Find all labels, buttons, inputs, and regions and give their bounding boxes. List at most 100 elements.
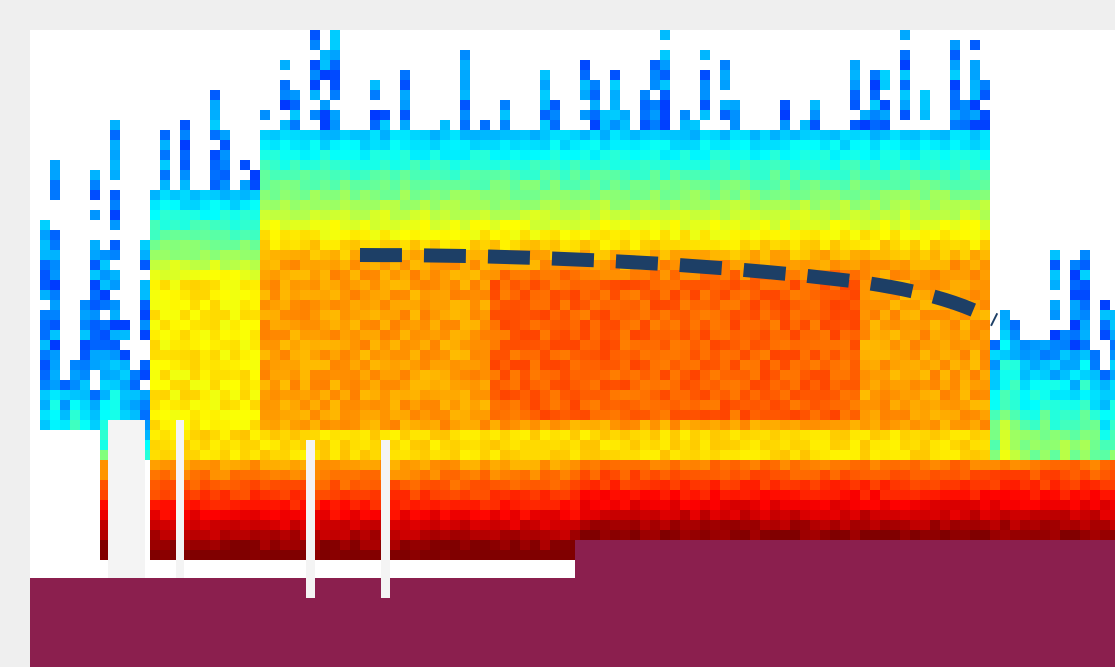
cell (240, 340, 250, 350)
cell (210, 550, 220, 560)
cell (610, 350, 620, 360)
cell (410, 250, 420, 260)
cell (480, 210, 490, 220)
cell (670, 460, 680, 470)
cell (210, 410, 220, 420)
cell (280, 410, 290, 420)
cell (450, 130, 460, 140)
cell (960, 260, 970, 270)
cell (970, 430, 980, 440)
cell (800, 460, 810, 470)
cell (1040, 480, 1050, 490)
cell (270, 520, 280, 530)
cell (260, 290, 270, 300)
cell (420, 370, 430, 380)
cell (750, 420, 760, 430)
cell (850, 530, 860, 540)
cell (460, 140, 470, 150)
cell (70, 370, 80, 380)
cell (920, 530, 930, 540)
cell (880, 450, 890, 460)
cell (190, 280, 200, 290)
cell (530, 460, 540, 470)
cell (900, 460, 910, 470)
cell (980, 340, 990, 350)
cell (560, 530, 570, 540)
cell (520, 450, 530, 460)
cell (370, 360, 380, 370)
cell (410, 550, 420, 560)
cell (720, 370, 730, 380)
cell (540, 290, 550, 300)
cell (470, 270, 480, 280)
cell (760, 170, 770, 180)
cell (390, 320, 400, 330)
cell (980, 400, 990, 410)
cell (600, 260, 610, 270)
cell (100, 350, 110, 360)
cell (610, 220, 620, 230)
cell (640, 490, 650, 500)
cell (640, 530, 650, 540)
cell (810, 510, 820, 520)
cell (320, 430, 330, 440)
cell (980, 370, 990, 380)
cell (480, 520, 490, 530)
cell (710, 460, 720, 470)
cell (410, 540, 420, 550)
cell (980, 520, 990, 530)
cell (870, 190, 880, 200)
cell (580, 360, 590, 370)
cell (730, 330, 740, 340)
cell (440, 540, 450, 550)
cell (330, 450, 340, 460)
cell (540, 320, 550, 330)
cell (850, 90, 860, 100)
cell (570, 400, 580, 410)
cell (540, 460, 550, 470)
cell (540, 540, 550, 550)
cell (440, 180, 450, 190)
cell (830, 240, 840, 250)
cell (250, 460, 260, 470)
cell (180, 260, 190, 270)
cell (1040, 430, 1050, 440)
cell (1000, 370, 1010, 380)
cell (940, 180, 950, 190)
cell (220, 340, 230, 350)
cell (450, 420, 460, 430)
cell (470, 390, 480, 400)
cell (820, 440, 830, 450)
cell (900, 430, 910, 440)
cell (990, 530, 1000, 540)
cell (830, 320, 840, 330)
cell (290, 490, 300, 500)
cell (980, 220, 990, 230)
cell (400, 500, 410, 510)
cell (650, 240, 660, 250)
cell (980, 430, 990, 440)
cell (710, 230, 720, 240)
cell (990, 500, 1000, 510)
cell (320, 420, 330, 430)
cell (750, 230, 760, 240)
cell (930, 420, 940, 430)
cell (620, 510, 630, 520)
cell (210, 210, 220, 220)
cell (940, 530, 950, 540)
cell (590, 350, 600, 360)
cell (840, 380, 850, 390)
cell (710, 250, 720, 260)
cell (700, 480, 710, 490)
cell (120, 410, 130, 420)
cell (320, 530, 330, 540)
cell (790, 270, 800, 280)
cell (270, 430, 280, 440)
cell (730, 470, 740, 480)
cell (1010, 410, 1020, 420)
cell (420, 130, 430, 140)
cell (770, 240, 780, 250)
cell (970, 530, 980, 540)
cell (370, 200, 380, 210)
cell (400, 90, 410, 100)
